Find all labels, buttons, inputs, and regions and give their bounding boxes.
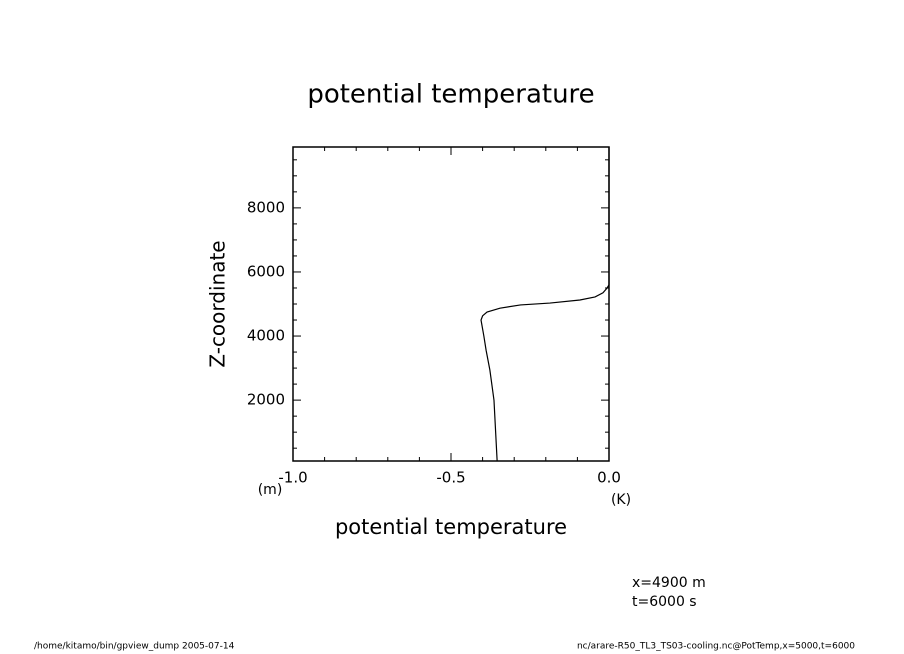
x-tick-label: -0.5: [436, 469, 465, 487]
y-tick-label: 4000: [247, 327, 285, 345]
footer-left: /home/kitamo/bin/gpview_dump 2005-07-14: [34, 642, 235, 652]
x-tick-label: 0.0: [597, 469, 621, 487]
y-tick-label: 6000: [247, 262, 285, 280]
y-tick-label: 2000: [247, 391, 285, 409]
y-axis-label: Z-coordinate: [206, 240, 230, 367]
annotation: x=4900 m: [632, 575, 706, 591]
profile-line: [480, 147, 610, 462]
x-tick-label: -1.0: [278, 469, 307, 487]
x-axis-label: potential temperature: [335, 515, 567, 539]
chart-title: potential temperature: [307, 80, 594, 110]
x-unit: (K): [611, 492, 631, 508]
y-tick-label: 8000: [247, 198, 285, 216]
y-unit: (m): [258, 482, 283, 498]
annotation: t=6000 s: [632, 594, 697, 610]
footer-right: nc/arare-R50_TL3_TS03-cooling.nc@PotTemp…: [577, 642, 855, 652]
